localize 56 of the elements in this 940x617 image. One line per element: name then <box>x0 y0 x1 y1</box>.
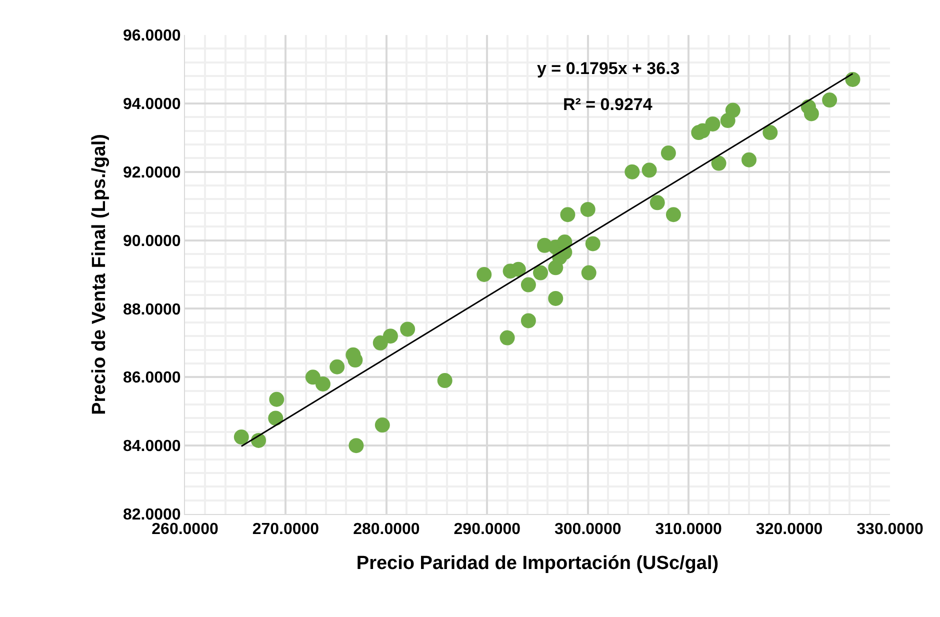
point <box>762 125 778 140</box>
point <box>520 277 536 292</box>
point <box>585 236 600 252</box>
point <box>348 352 363 368</box>
annotation: y = 0.1795x + 36.3 <box>537 59 680 78</box>
point <box>560 207 576 222</box>
point <box>400 322 416 337</box>
point <box>268 410 284 426</box>
point <box>437 373 452 388</box>
point <box>581 265 596 280</box>
point <box>305 370 320 385</box>
point <box>330 359 345 374</box>
point <box>666 207 681 222</box>
x-tick-label: 300.0000 <box>554 521 622 538</box>
point <box>624 164 640 180</box>
x-tick-label: 260.0000 <box>152 521 218 538</box>
point <box>269 392 284 407</box>
x-tick-label: 330.0000 <box>856 521 924 538</box>
y-tick-label: 90.0000 <box>122 232 181 250</box>
point <box>372 335 388 350</box>
point <box>315 376 330 392</box>
x-axis-title: Precio Paridad de Importación (USc/gal) <box>356 553 719 574</box>
point <box>382 328 398 344</box>
x-tick-label: 310.0000 <box>655 521 722 538</box>
point <box>642 162 657 178</box>
y-tick-label: 92.0000 <box>122 164 181 182</box>
point <box>742 152 756 168</box>
point <box>533 265 548 280</box>
point <box>822 92 838 108</box>
y-axis-title: Precio de Venta Final (Lps./gal) <box>88 134 110 415</box>
point <box>804 106 819 122</box>
x-tick-label: 280.0000 <box>353 521 420 538</box>
point <box>374 418 390 433</box>
point <box>476 267 492 282</box>
point <box>650 195 665 210</box>
point <box>580 202 596 217</box>
y-tick-label: 86.0000 <box>122 370 181 387</box>
x-tick-label: 270.0000 <box>252 521 320 538</box>
x-tick-label: 320.0000 <box>756 521 823 538</box>
point <box>348 438 364 454</box>
y-tick-label: 96.0000 <box>122 28 181 45</box>
y-tick-label: 82.0000 <box>122 506 181 524</box>
point <box>660 146 676 161</box>
y-tick-label: 84.0000 <box>122 438 181 456</box>
x-tick-label: 290.0000 <box>454 521 521 538</box>
point <box>548 290 564 306</box>
point <box>520 313 536 328</box>
point <box>845 72 860 87</box>
point <box>234 430 249 445</box>
y-tick-label: 88.0000 <box>122 301 181 318</box>
point <box>500 330 515 346</box>
annotation: R² = 0.9274 <box>563 95 653 114</box>
point <box>711 156 726 171</box>
point <box>705 116 720 132</box>
point <box>725 102 740 118</box>
y-tick-label: 94.0000 <box>122 96 181 114</box>
